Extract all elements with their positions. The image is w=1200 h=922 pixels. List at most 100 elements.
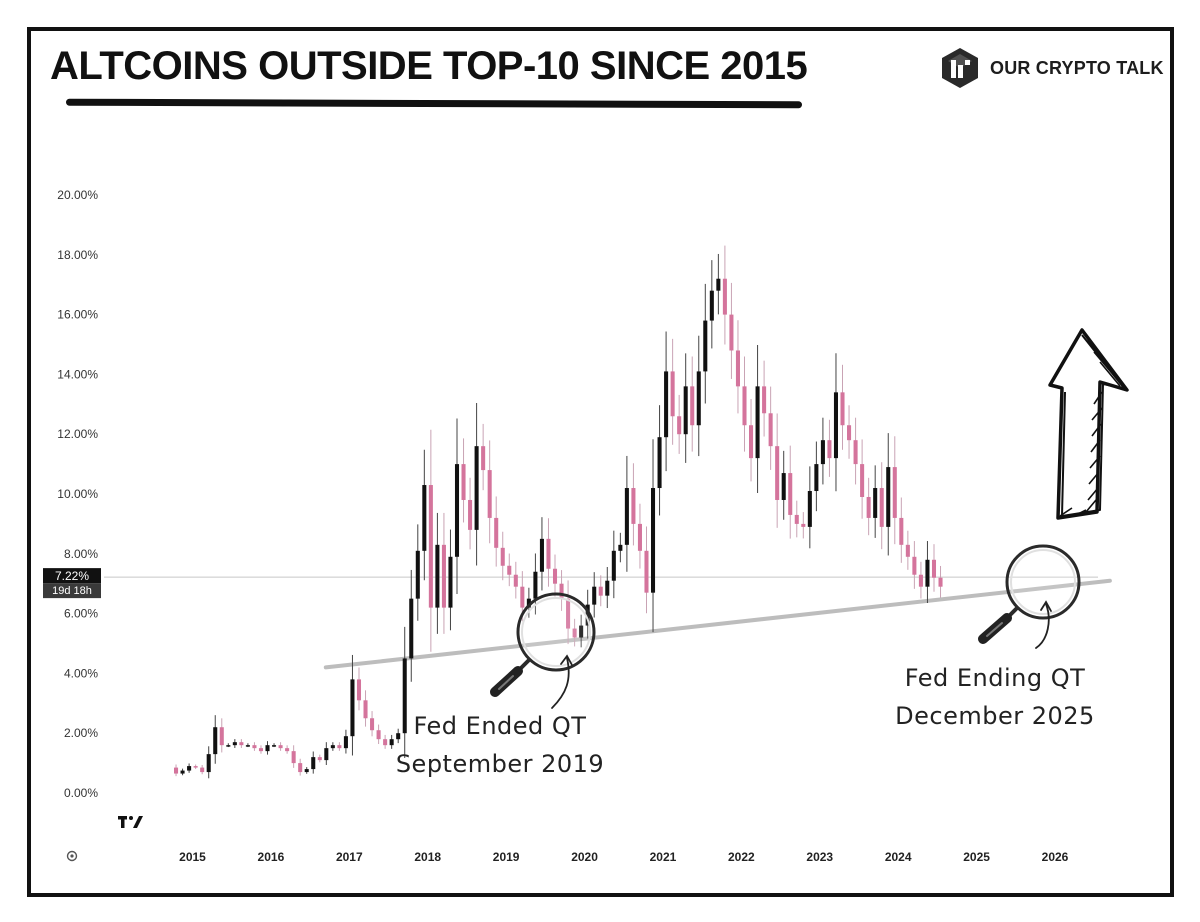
candle-body bbox=[481, 446, 486, 471]
candle bbox=[879, 462, 884, 550]
candle-body bbox=[232, 742, 237, 746]
candle bbox=[448, 529, 453, 631]
annotation-right: Fed Ending QT December 2025 bbox=[890, 659, 1100, 735]
candle-body bbox=[376, 730, 381, 740]
candle-body bbox=[918, 574, 923, 587]
candle bbox=[677, 394, 682, 454]
candle-body bbox=[520, 586, 525, 608]
candle bbox=[912, 541, 917, 589]
annotation-arrow-right bbox=[1035, 600, 1052, 649]
candle-body bbox=[605, 580, 610, 596]
candle-body bbox=[350, 679, 355, 737]
candle-body bbox=[500, 547, 505, 566]
candle bbox=[853, 417, 858, 485]
candle-body bbox=[383, 739, 388, 746]
candle bbox=[422, 449, 427, 581]
support-trendline bbox=[323, 578, 1112, 670]
candle bbox=[494, 496, 499, 567]
candle bbox=[376, 724, 381, 745]
candle-body bbox=[820, 440, 825, 465]
candle bbox=[775, 413, 780, 528]
candle bbox=[239, 739, 244, 748]
candle-body bbox=[245, 745, 250, 747]
x-tick-label: 2022 bbox=[728, 850, 755, 864]
x-tick-label: 2021 bbox=[650, 850, 677, 864]
candle-body bbox=[448, 556, 453, 608]
candle bbox=[664, 331, 669, 472]
candle bbox=[650, 439, 656, 633]
candle-body bbox=[899, 517, 904, 545]
candle-body bbox=[180, 770, 185, 774]
candle bbox=[481, 423, 486, 491]
y-tick-label: 18.00% bbox=[57, 248, 98, 262]
candle bbox=[513, 561, 518, 599]
candle bbox=[611, 530, 616, 599]
candle-body bbox=[435, 544, 440, 608]
candle-body bbox=[840, 392, 845, 426]
candle bbox=[298, 758, 303, 776]
candle bbox=[200, 764, 205, 775]
annotation-right-line2: December 2025 bbox=[895, 702, 1095, 730]
candle-body bbox=[657, 437, 662, 489]
big-up-arrow-icon bbox=[1048, 328, 1129, 520]
y-tick-label: 10.00% bbox=[57, 487, 98, 501]
candle-body bbox=[252, 745, 257, 749]
candle-body bbox=[552, 568, 558, 584]
candle-body bbox=[304, 769, 309, 773]
candle-body bbox=[226, 745, 231, 747]
candle bbox=[219, 718, 224, 753]
candle bbox=[742, 356, 747, 452]
candle-body bbox=[285, 748, 290, 752]
candle bbox=[696, 335, 701, 457]
candle bbox=[441, 512, 446, 634]
candle bbox=[317, 754, 322, 763]
candle-body bbox=[533, 571, 538, 599]
y-tick-label: 14.00% bbox=[57, 367, 98, 381]
annotation-left: Fed Ended QT September 2019 bbox=[395, 707, 605, 783]
candle-body bbox=[938, 577, 943, 587]
candle-body bbox=[807, 491, 812, 527]
candle bbox=[337, 742, 342, 751]
candle-body bbox=[827, 440, 832, 459]
candle-body bbox=[239, 742, 244, 746]
candle bbox=[729, 282, 734, 379]
candle bbox=[285, 745, 290, 754]
candle-body bbox=[200, 767, 205, 773]
magnifier-right-icon bbox=[978, 544, 1081, 644]
candle bbox=[624, 455, 629, 572]
candle bbox=[468, 477, 473, 550]
chart-frame bbox=[27, 27, 1174, 897]
candle bbox=[226, 743, 231, 748]
candle bbox=[396, 728, 401, 744]
candle bbox=[873, 465, 878, 538]
candle bbox=[801, 512, 806, 539]
candle-body bbox=[833, 392, 839, 459]
settings-gear-icon[interactable] bbox=[66, 850, 78, 862]
candle bbox=[847, 405, 852, 459]
candle bbox=[788, 445, 793, 539]
candle bbox=[552, 554, 558, 597]
candle bbox=[631, 463, 636, 546]
candle bbox=[461, 438, 466, 523]
candle bbox=[899, 497, 904, 563]
candle bbox=[363, 690, 368, 727]
x-tick-label: 2025 bbox=[963, 850, 990, 864]
candle bbox=[350, 654, 355, 756]
candle bbox=[343, 729, 348, 754]
candle-body bbox=[879, 488, 884, 527]
candle-body bbox=[912, 556, 917, 575]
candle bbox=[670, 338, 675, 445]
brand-name: OUR CRYPTO TALK bbox=[990, 57, 1164, 78]
annotation-left-line1: Fed Ended QT bbox=[413, 712, 587, 740]
candle-body bbox=[637, 523, 642, 551]
candle bbox=[781, 450, 786, 520]
candle-body bbox=[677, 416, 682, 435]
candle-body bbox=[474, 446, 479, 530]
candle-body bbox=[716, 278, 721, 291]
candle-body bbox=[624, 488, 629, 545]
x-tick-label: 2019 bbox=[493, 850, 520, 864]
candle bbox=[304, 767, 309, 774]
candle bbox=[291, 745, 296, 768]
candle bbox=[605, 566, 610, 609]
